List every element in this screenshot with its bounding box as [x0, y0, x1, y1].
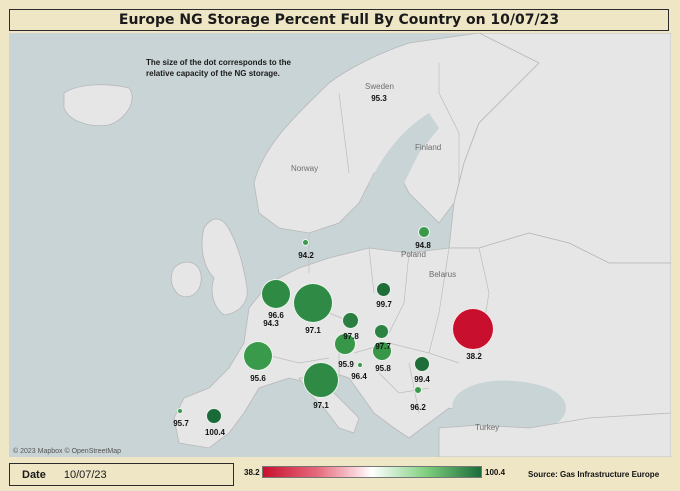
label-norway: Norway: [291, 164, 319, 173]
dot-netherlands[interactable]: [261, 279, 291, 309]
dot-denmark[interactable]: [302, 239, 309, 246]
value-ukraine: 38.2: [466, 352, 482, 361]
map[interactable]: The size of the dot corresponds to the r…: [9, 33, 671, 457]
value-denmark: 94.2: [298, 251, 314, 260]
value-germany: 97.1: [305, 326, 321, 335]
dot-latvia[interactable]: [418, 226, 430, 238]
dot-germany[interactable]: [293, 283, 333, 323]
date-label: Date: [22, 468, 46, 481]
dot-portugal[interactable]: [177, 408, 183, 414]
date-value: 10/07/23: [63, 468, 107, 481]
dot-bulgaria[interactable]: [414, 386, 422, 394]
dot-spain[interactable]: [206, 408, 222, 424]
value-italy: 97.1: [313, 401, 329, 410]
size-note-line-2: relative capacity of the NG storage.: [146, 69, 280, 78]
value-france: 95.6: [250, 374, 266, 383]
value-spain: 100.4: [204, 428, 226, 437]
value-romania: 99.4: [414, 375, 430, 384]
label-finland: Finland: [415, 143, 442, 152]
dot-slovenia-croatia[interactable]: [357, 362, 363, 368]
page-title: Europe NG Storage Percent Full By Countr…: [118, 12, 560, 28]
legend-min: 38.2: [244, 468, 260, 477]
value-poland: 99.7: [376, 300, 392, 309]
label-turkey: Turkey: [475, 423, 500, 432]
dot-austria[interactable]: [334, 333, 356, 355]
dot-poland[interactable]: [376, 282, 391, 297]
color-legend-bar: [262, 466, 482, 478]
value-slovakia: 97.7: [375, 342, 391, 351]
dot-romania[interactable]: [414, 356, 430, 372]
label-belarus: Belarus: [429, 270, 457, 279]
value-slovenia-croatia: 96.4: [351, 372, 367, 381]
legend-max: 100.4: [485, 468, 506, 477]
title-box: Europe NG Storage Percent Full By Countr…: [9, 9, 669, 31]
value-netherlands: 96.6: [268, 311, 284, 320]
source-text: Source: Gas Infrastructure Europe: [528, 470, 660, 479]
date-filter[interactable]: Date 10/07/23: [9, 463, 234, 486]
dot-hungary[interactable]: [372, 341, 392, 361]
label-poland: Poland: [401, 250, 426, 259]
dot-france[interactable]: [243, 341, 273, 371]
footer: Date 10/07/23 38.2 100.4 Source: Gas Inf…: [0, 460, 680, 491]
dot-czechia[interactable]: [342, 312, 359, 329]
value-bulgaria: 96.2: [410, 403, 426, 412]
value-portugal: 95.7: [173, 419, 189, 428]
value-austria: 95.9: [338, 360, 354, 369]
map-land: [63, 33, 671, 457]
dot-slovakia[interactable]: [374, 324, 389, 339]
size-note-line-1: The size of the dot corresponds to the: [146, 58, 291, 67]
value-latvia: 94.8: [415, 241, 431, 250]
value-hungary: 95.8: [375, 364, 391, 373]
value-sweden: 95.3: [371, 94, 387, 103]
value-belgium: 94.3: [263, 319, 279, 328]
dot-ukraine[interactable]: [452, 308, 494, 350]
size-note: The size of the dot corresponds to the r…: [146, 57, 291, 79]
value-czechia: 97.8: [343, 332, 359, 341]
label-sweden: Sweden: [365, 82, 394, 91]
dot-italy[interactable]: [303, 362, 339, 398]
map-attribution[interactable]: © 2023 Mapbox © OpenStreetMap: [13, 448, 121, 455]
